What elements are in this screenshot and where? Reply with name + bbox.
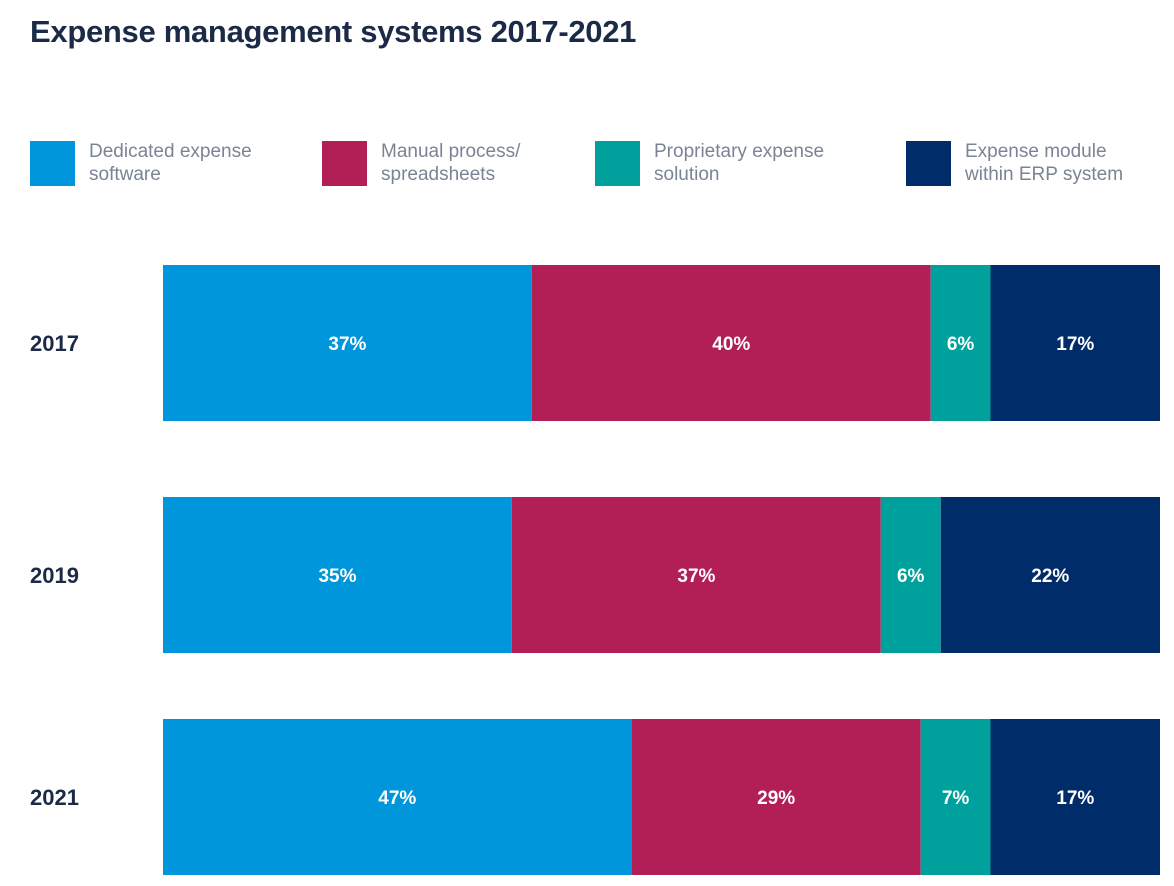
bar-segment-2017-0 bbox=[163, 265, 532, 421]
data-label-2021-1: 29% bbox=[757, 788, 795, 809]
data-label-2019-1: 37% bbox=[677, 566, 715, 587]
legend-swatch bbox=[906, 141, 951, 186]
bar-segment-2021-0 bbox=[163, 719, 632, 875]
bar-segment-2017-2 bbox=[930, 265, 991, 421]
data-label-2019-0: 35% bbox=[318, 566, 356, 587]
bar-segment-2019-1 bbox=[511, 497, 881, 653]
bar-segment-2019-3 bbox=[940, 497, 1160, 653]
data-label-2019-3: 22% bbox=[1031, 566, 1069, 587]
data-label-2017-0: 37% bbox=[328, 334, 366, 355]
legend-swatch bbox=[595, 141, 640, 186]
bar-segment-2019-0 bbox=[163, 497, 512, 653]
year-label-2021: 2021 bbox=[30, 785, 79, 810]
bar-segment-2021-2 bbox=[920, 719, 991, 875]
data-label-2017-2: 6% bbox=[947, 334, 975, 355]
legend-label: Proprietary expense solution bbox=[654, 141, 825, 185]
legend: Dedicated expense software Manual proces… bbox=[30, 140, 1170, 190]
legend-label: Manual process/ spreadsheets bbox=[381, 141, 521, 185]
data-label-2021-2: 7% bbox=[942, 788, 970, 809]
bar-segment-2017-3 bbox=[990, 265, 1160, 421]
year-label-2019: 2019 bbox=[30, 563, 79, 588]
legend-swatch bbox=[30, 141, 75, 186]
chart-title: Expense management systems 2017-2021 bbox=[30, 14, 637, 49]
data-label-2021-3: 17% bbox=[1056, 788, 1094, 809]
legend-label: Dedicated expense software bbox=[89, 141, 252, 185]
bar-segment-2019-2 bbox=[880, 497, 941, 653]
data-label-2021-0: 47% bbox=[378, 788, 416, 809]
bar-segment-2017-1 bbox=[531, 265, 931, 421]
bar-segment-2021-1 bbox=[631, 719, 921, 875]
legend-swatch bbox=[322, 141, 367, 186]
bar-segment-2021-3 bbox=[990, 719, 1160, 875]
data-label-2019-2: 6% bbox=[897, 566, 925, 587]
legend-label: Expense module within ERP system bbox=[965, 141, 1124, 185]
data-label-2017-3: 17% bbox=[1056, 334, 1094, 355]
year-label-2017: 2017 bbox=[30, 331, 79, 356]
data-label-2017-1: 40% bbox=[712, 334, 750, 355]
